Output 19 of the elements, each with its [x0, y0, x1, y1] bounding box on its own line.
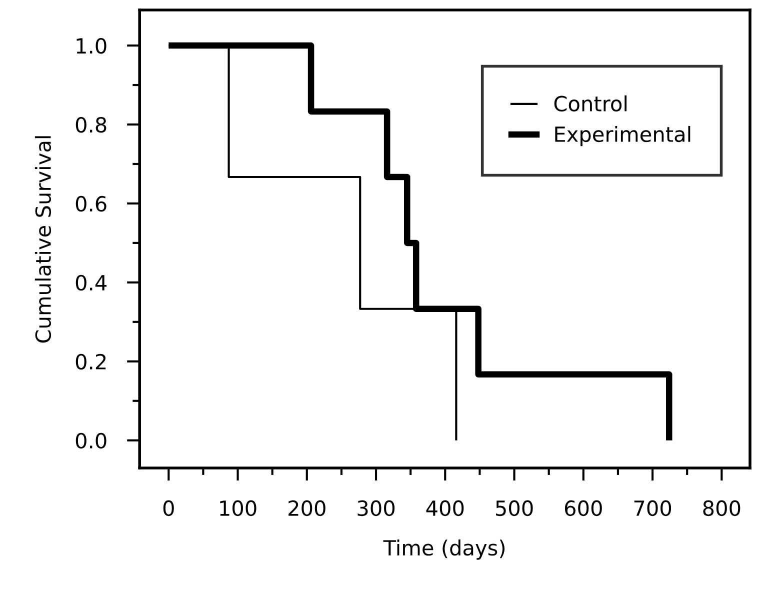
x-tick-label: 0 [163, 500, 174, 516]
y-tick-label: 0.4 [76, 274, 106, 291]
y-tick-label: 1.0 [76, 38, 106, 54]
legend-label: Experimental [555, 126, 690, 146]
x-tick-label: 200 [288, 500, 326, 516]
x-tick-label: 500 [496, 500, 533, 516]
y-tick-label: 0.0 [76, 432, 106, 449]
legend-label: Control [554, 95, 627, 112]
x-axis-title: Time (days) [383, 540, 505, 560]
y-axis-title: Cumulative Survival [34, 136, 52, 343]
y-tick-label: 0.8 [76, 116, 106, 133]
x-tick-label: 400 [426, 500, 464, 516]
y-tick-label: 0.6 [76, 196, 106, 212]
x-tick-label: 300 [358, 500, 395, 516]
x-tick-label: 100 [220, 500, 256, 516]
x-tick-label: 700 [634, 500, 672, 516]
x-tick-label: 600 [564, 500, 602, 516]
x-tick-label: 800 [703, 500, 740, 516]
y-tick-label: 0.2 [76, 354, 106, 370]
